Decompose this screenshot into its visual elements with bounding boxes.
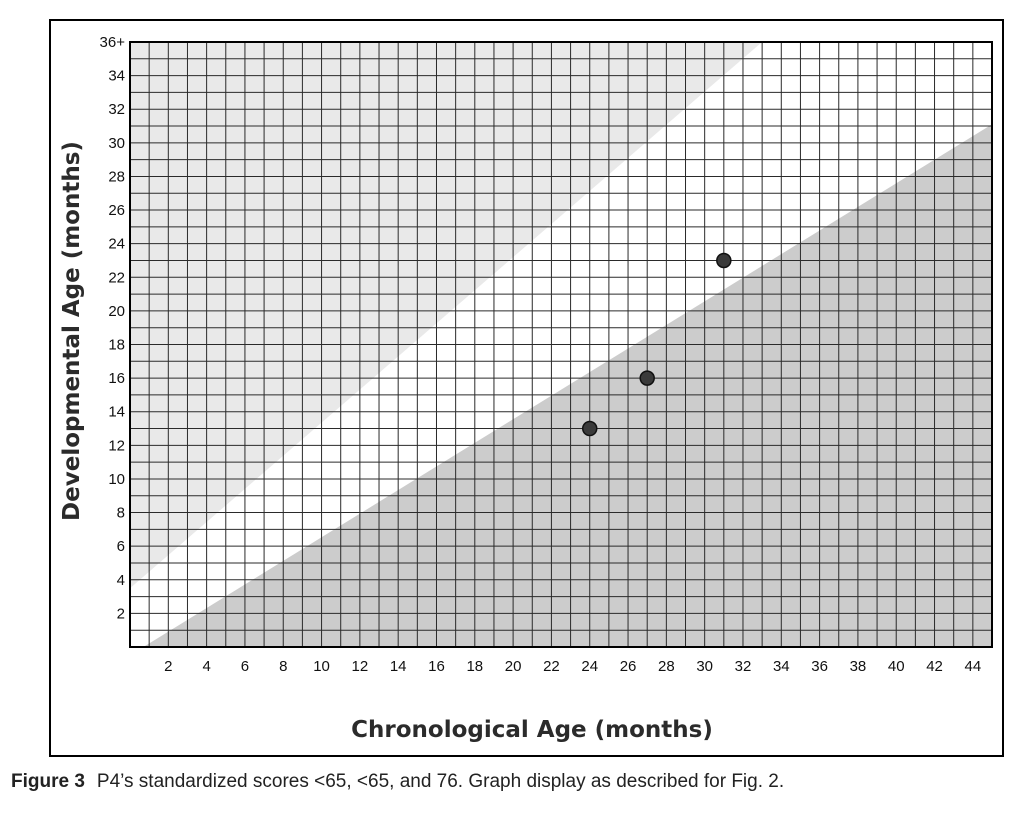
x-tick-label: 6 xyxy=(241,658,249,675)
y-tick-label: 14 xyxy=(108,404,125,421)
x-tick-label: 16 xyxy=(428,658,445,675)
x-tick-label: 18 xyxy=(466,658,483,675)
y-tick-label: 18 xyxy=(108,337,125,354)
y-tick-label: 22 xyxy=(108,269,125,286)
x-tick-label: 28 xyxy=(658,658,675,675)
data-point xyxy=(716,252,732,269)
x-tick-label: 40 xyxy=(888,658,905,675)
data-point xyxy=(581,420,598,437)
x-tick-label: 20 xyxy=(505,658,522,675)
y-tick-label: 32 xyxy=(108,101,125,118)
data-point xyxy=(639,370,655,386)
y-tick-label: 28 xyxy=(108,168,125,185)
y-tick-label: 26 xyxy=(108,202,125,219)
y-axis-label: Developmental Age (months) xyxy=(59,141,85,521)
y-tick-label: 4 xyxy=(117,572,125,589)
x-tick-label: 32 xyxy=(735,658,752,675)
figure-caption: Figure 3 P4’s standardized scores <65, <6… xyxy=(11,771,784,793)
y-tick-label: 36+ xyxy=(100,34,126,51)
chart-svg: 2 4 6 8 10 12 14 16 18 20 22 24 26 28 30 32 34 36 38 40 42 44… xyxy=(59,34,993,743)
x-tick-label: 10 xyxy=(313,658,330,675)
shaded-region-above-upper-line xyxy=(130,42,763,589)
y-tick-label: 16 xyxy=(108,370,125,387)
x-tick-label: 4 xyxy=(202,658,210,675)
x-tick-label: 8 xyxy=(279,658,287,675)
x-tick-label: 2 xyxy=(164,658,172,675)
x-tick-label: 36 xyxy=(811,658,828,675)
x-tick-label: 34 xyxy=(773,658,790,675)
x-tick-label: 38 xyxy=(850,658,867,675)
x-tick-label: 30 xyxy=(696,658,713,675)
x-tick-label: 42 xyxy=(926,658,943,675)
x-tick-label: 14 xyxy=(390,658,407,675)
x-tick-label: 44 xyxy=(965,658,982,675)
x-axis-label: Chronological Age (months) xyxy=(351,717,713,743)
y-tick-label: 8 xyxy=(117,505,125,522)
x-tick-label: 24 xyxy=(581,658,598,675)
y-tick-label: 6 xyxy=(117,538,125,555)
plot-area-border xyxy=(129,41,993,648)
x-tick-label: 22 xyxy=(543,658,560,675)
y-tick-label: 12 xyxy=(108,437,125,454)
shaded-region-below-lower-line xyxy=(143,124,992,648)
figure-caption-text: P4’s standardized scores <65, <65, and 7… xyxy=(96,771,785,792)
chart-frame: 2 4 6 8 10 12 14 16 18 20 22 24 26 28 30 32 34 36 38 40 42 44… xyxy=(49,19,1004,757)
y-tick-label: 10 xyxy=(108,471,125,488)
y-tick-label: 30 xyxy=(108,135,125,152)
x-tick-label: 26 xyxy=(620,658,637,675)
x-tick-label: 12 xyxy=(352,658,369,675)
y-tick-label: 20 xyxy=(108,303,125,320)
figure-label: Figure 3 xyxy=(11,771,85,792)
y-tick-label: 34 xyxy=(108,68,125,85)
y-tick-label: 2 xyxy=(117,605,125,622)
y-tick-label: 24 xyxy=(108,236,125,253)
